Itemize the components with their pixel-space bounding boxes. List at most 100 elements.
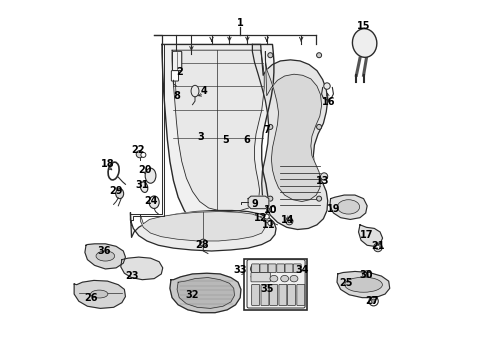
Polygon shape	[140, 212, 265, 241]
FancyBboxPatch shape	[251, 284, 259, 306]
Circle shape	[316, 53, 321, 58]
Circle shape	[136, 150, 143, 158]
Text: 12: 12	[253, 213, 267, 222]
Ellipse shape	[96, 251, 115, 261]
Polygon shape	[162, 44, 273, 238]
Text: 26: 26	[84, 293, 98, 303]
Text: 34: 34	[295, 265, 309, 275]
Text: 16: 16	[322, 97, 335, 107]
FancyBboxPatch shape	[260, 264, 267, 273]
Text: 28: 28	[195, 240, 208, 250]
Text: 1: 1	[236, 18, 243, 28]
Circle shape	[264, 214, 269, 219]
Ellipse shape	[145, 168, 156, 183]
Polygon shape	[74, 280, 125, 309]
FancyBboxPatch shape	[296, 284, 304, 306]
Polygon shape	[85, 244, 125, 269]
Ellipse shape	[352, 29, 376, 57]
Circle shape	[199, 239, 206, 246]
Text: 3: 3	[197, 132, 203, 142]
FancyBboxPatch shape	[269, 284, 277, 306]
Text: 36: 36	[97, 246, 110, 256]
Circle shape	[285, 218, 292, 225]
Text: 32: 32	[185, 291, 199, 301]
Text: 31: 31	[135, 180, 149, 190]
Circle shape	[141, 152, 145, 157]
FancyBboxPatch shape	[267, 264, 276, 273]
FancyBboxPatch shape	[250, 273, 270, 282]
Text: 14: 14	[280, 215, 294, 225]
Text: 6: 6	[243, 135, 249, 145]
FancyBboxPatch shape	[246, 260, 305, 308]
Ellipse shape	[90, 290, 108, 298]
FancyBboxPatch shape	[172, 51, 182, 71]
Text: 10: 10	[263, 206, 277, 216]
Text: 2: 2	[176, 67, 182, 77]
Circle shape	[368, 297, 378, 306]
Text: 8: 8	[173, 91, 180, 101]
Circle shape	[267, 221, 272, 226]
Circle shape	[287, 220, 290, 223]
Circle shape	[320, 173, 327, 180]
Text: 25: 25	[338, 278, 352, 288]
Text: 13: 13	[315, 176, 329, 186]
Text: 17: 17	[359, 230, 372, 239]
Ellipse shape	[149, 196, 159, 208]
Circle shape	[365, 273, 368, 277]
FancyBboxPatch shape	[276, 264, 284, 273]
Ellipse shape	[337, 200, 359, 214]
Polygon shape	[358, 225, 382, 246]
Circle shape	[375, 245, 379, 249]
Text: 29: 29	[109, 186, 122, 197]
FancyBboxPatch shape	[261, 284, 268, 306]
Text: 33: 33	[233, 265, 246, 275]
Text: 21: 21	[370, 241, 384, 251]
Circle shape	[267, 196, 272, 201]
Circle shape	[373, 243, 382, 252]
Circle shape	[269, 207, 275, 212]
Text: 19: 19	[326, 204, 340, 215]
Polygon shape	[177, 278, 234, 309]
Ellipse shape	[140, 182, 147, 193]
Polygon shape	[121, 257, 163, 280]
FancyBboxPatch shape	[171, 71, 178, 81]
Ellipse shape	[289, 275, 297, 282]
Ellipse shape	[191, 85, 199, 97]
Polygon shape	[247, 196, 268, 209]
Circle shape	[316, 125, 321, 130]
Ellipse shape	[269, 275, 277, 282]
Text: 15: 15	[356, 21, 369, 31]
Ellipse shape	[280, 275, 288, 282]
Polygon shape	[265, 51, 321, 202]
Text: 35: 35	[260, 284, 273, 294]
Text: 7: 7	[263, 125, 269, 135]
Text: 11: 11	[262, 220, 275, 230]
FancyBboxPatch shape	[251, 264, 259, 273]
Text: 18: 18	[101, 159, 114, 169]
Text: 23: 23	[124, 271, 138, 281]
Polygon shape	[172, 50, 264, 212]
Circle shape	[362, 271, 371, 279]
Circle shape	[371, 299, 375, 303]
Text: 5: 5	[222, 135, 229, 145]
Circle shape	[267, 125, 272, 130]
FancyBboxPatch shape	[293, 264, 301, 273]
Text: 4: 4	[201, 86, 207, 96]
Ellipse shape	[344, 277, 382, 292]
FancyBboxPatch shape	[285, 264, 292, 273]
Circle shape	[316, 196, 321, 201]
FancyBboxPatch shape	[244, 259, 306, 310]
Text: 27: 27	[365, 296, 378, 306]
Text: 22: 22	[131, 144, 144, 154]
Polygon shape	[336, 271, 389, 298]
Circle shape	[267, 53, 272, 58]
Polygon shape	[130, 211, 276, 251]
FancyBboxPatch shape	[287, 284, 295, 306]
Text: 20: 20	[138, 165, 151, 175]
Polygon shape	[130, 44, 163, 220]
Polygon shape	[252, 44, 327, 229]
Text: 9: 9	[251, 199, 258, 210]
Polygon shape	[169, 273, 241, 313]
Text: 24: 24	[143, 196, 157, 206]
FancyBboxPatch shape	[278, 284, 286, 306]
